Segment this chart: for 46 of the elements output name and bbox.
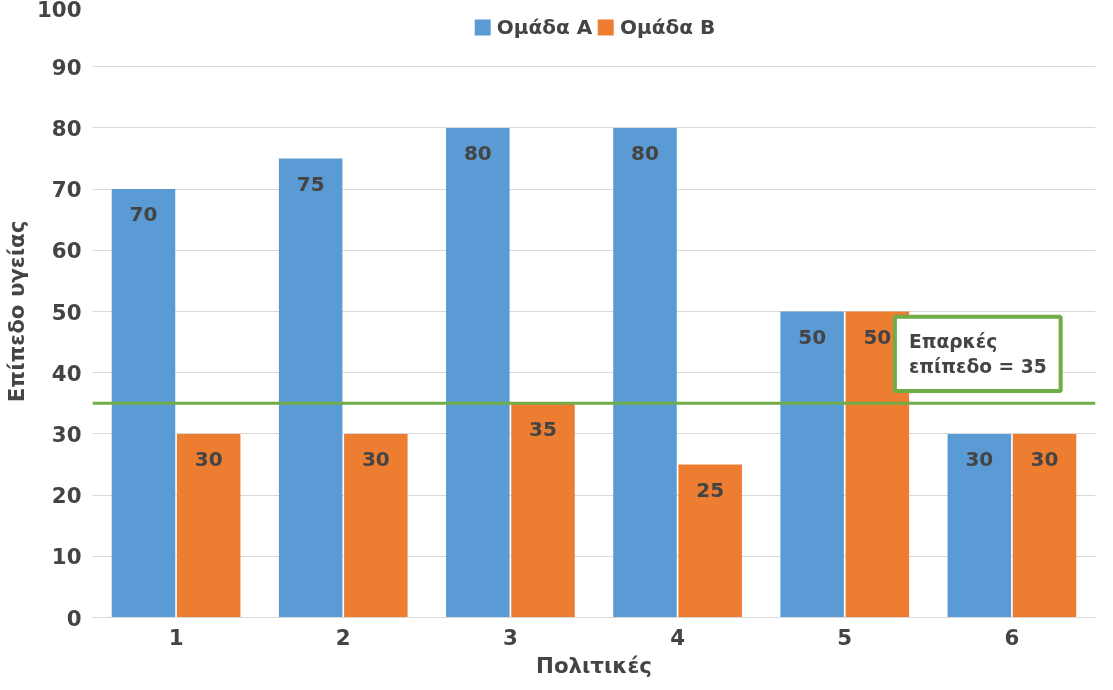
x-tick-label: 5 <box>837 624 853 650</box>
bar <box>111 189 176 618</box>
bar <box>947 433 1012 618</box>
data-label: 70 <box>129 202 158 227</box>
bar <box>176 433 241 618</box>
data-label: 30 <box>194 447 223 472</box>
y-tick-label: 90 <box>51 54 82 80</box>
y-axis-title: Επίπεδο υγείας <box>3 220 29 403</box>
y-tick-label: 10 <box>51 544 82 570</box>
data-label: 30 <box>1030 447 1059 472</box>
y-tick-label: 20 <box>51 483 82 509</box>
bar <box>678 464 742 618</box>
data-label: 80 <box>631 141 659 166</box>
data-label: 50 <box>798 324 827 349</box>
bar <box>780 311 844 618</box>
data-label: 30 <box>965 447 994 472</box>
bar <box>845 311 910 618</box>
x-tick-label: 4 <box>670 624 686 650</box>
y-tick-label: 50 <box>51 299 82 325</box>
y-tick-label: 30 <box>51 421 82 447</box>
y-tick-label: 80 <box>51 115 82 141</box>
y-tick-label: 60 <box>51 238 82 264</box>
bar <box>511 403 575 618</box>
data-label: 30 <box>361 447 390 472</box>
bar <box>344 433 408 618</box>
data-label: 75 <box>296 171 325 196</box>
bar <box>1012 433 1077 618</box>
y-tick-label: 0 <box>66 605 82 631</box>
bar <box>446 127 510 618</box>
data-label: 80 <box>463 141 492 166</box>
x-tick-label: 1 <box>168 624 184 650</box>
x-tick-label: 6 <box>1004 624 1020 650</box>
y-tick-label: 40 <box>51 360 82 386</box>
x-tick-label: 3 <box>503 624 518 650</box>
legend-label: Ομάδα Β <box>620 15 716 39</box>
data-label: 35 <box>529 416 557 441</box>
data-label: 50 <box>863 324 892 349</box>
x-axis-title: Πολιτικές <box>536 652 652 678</box>
x-tick-label: 2 <box>335 624 351 650</box>
y-tick-label: 70 <box>51 177 82 203</box>
y-tick-label: 100 <box>36 0 82 22</box>
data-label: 25 <box>696 477 725 502</box>
ref-line-label: Επαρκές επίπεδο = 35 <box>908 330 1047 378</box>
legend-label: Ομάδα Α <box>496 15 593 39</box>
bar <box>613 127 677 618</box>
bar <box>278 158 343 618</box>
